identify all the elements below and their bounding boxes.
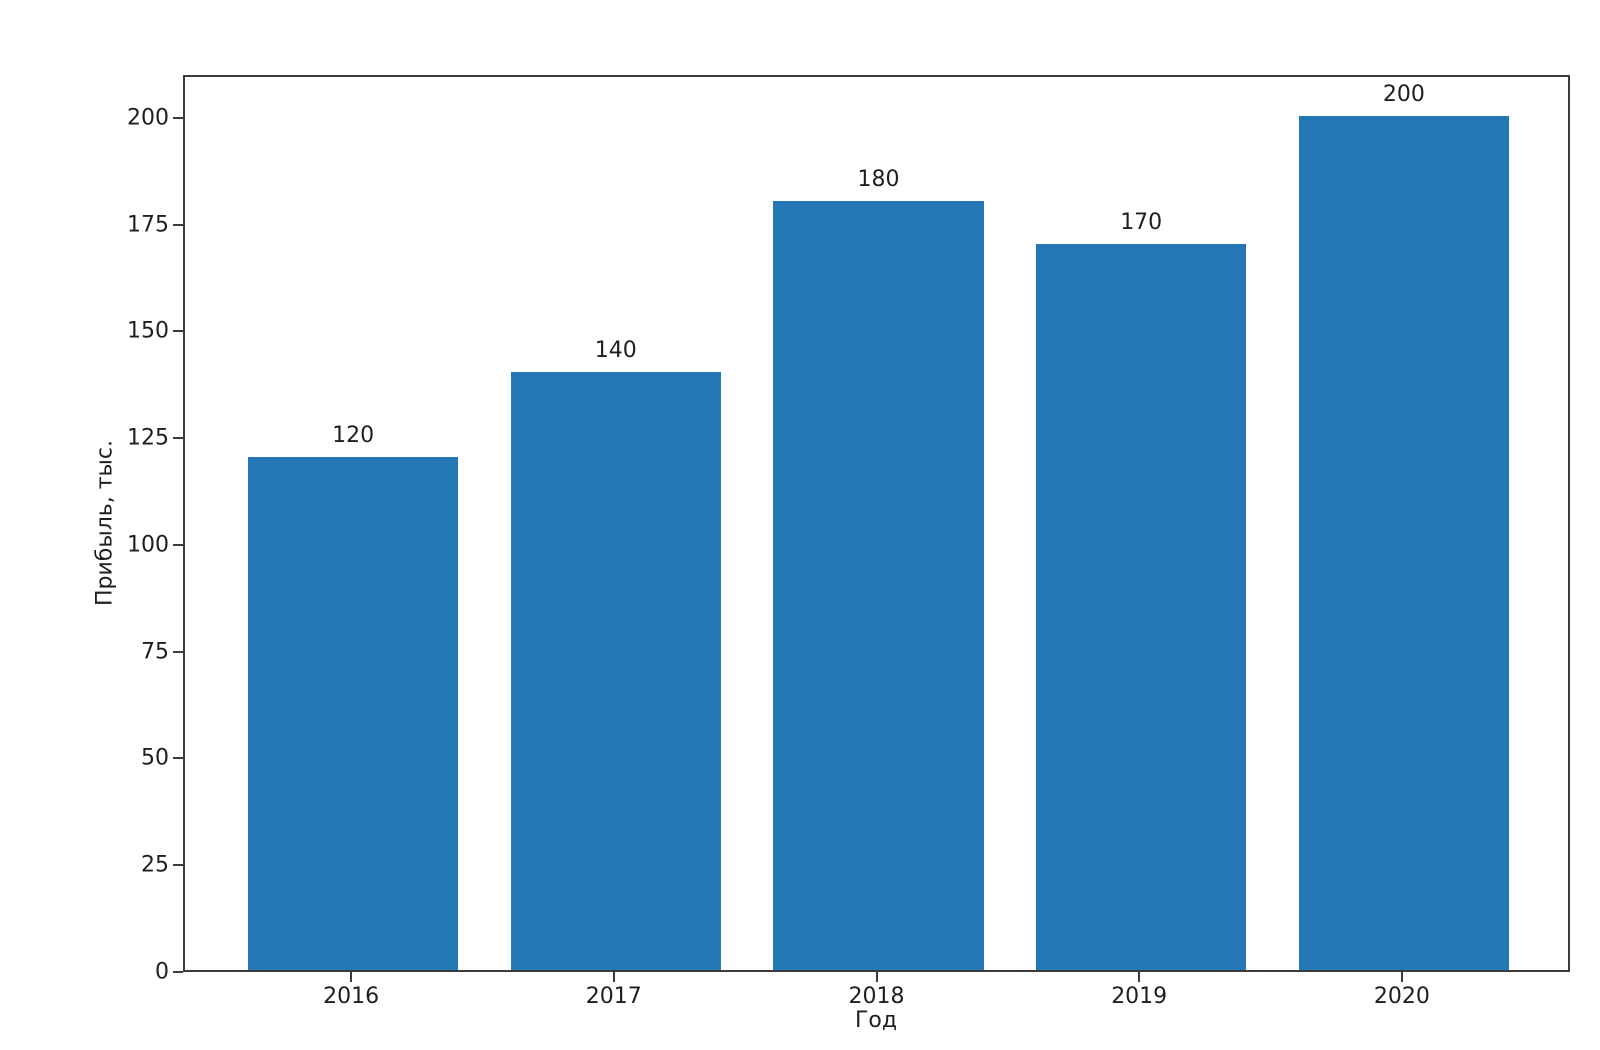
bar-value-label: 170	[1120, 209, 1163, 235]
bar-value-label: 180	[857, 167, 900, 193]
y-tick-mark	[173, 437, 183, 440]
x-tick-label: 2019	[1111, 984, 1168, 1009]
x-axis-title: Год	[854, 1008, 898, 1033]
y-tick-label: 175	[127, 212, 169, 237]
y-tick-label: 150	[127, 318, 169, 344]
bar-value-label: 120	[332, 423, 375, 449]
y-tick-mark	[173, 330, 183, 333]
x-tick-label: 2017	[585, 984, 642, 1009]
y-tick-label: 25	[141, 852, 169, 878]
bar-2019	[1036, 243, 1247, 970]
x-tick-mark	[875, 972, 878, 982]
y-tick-mark	[173, 116, 183, 119]
y-tick-label: 75	[141, 639, 169, 665]
y-tick-mark	[173, 223, 183, 226]
y-tick-label: 100	[127, 532, 169, 558]
bars-layer: 120 140 180 170 200	[185, 77, 1568, 970]
y-tick-mark	[173, 971, 183, 973]
y-tick-mark	[173, 650, 183, 653]
y-tick-mark	[173, 543, 183, 546]
x-tick-label: 2016	[323, 984, 380, 1009]
x-tick-mark	[350, 972, 353, 982]
y-tick-label: 125	[127, 425, 169, 451]
x-tick-mark	[1400, 972, 1403, 982]
y-tick-mark	[173, 757, 183, 760]
plot-area: 120 140 180 170 200	[183, 75, 1570, 972]
bar-value-label: 140	[594, 338, 637, 363]
bar-2018	[773, 201, 984, 970]
bar-2020	[1298, 115, 1509, 970]
x-tick-label: 2020	[1373, 984, 1430, 1009]
x-tick-label: 2018	[848, 984, 905, 1009]
y-axis-title: Прибыль, тыс.	[92, 439, 118, 607]
y-tick-label: 50	[141, 745, 169, 771]
y-tick-mark	[173, 864, 183, 867]
bar-2017	[510, 372, 721, 970]
y-tick-label: 200	[127, 105, 169, 131]
bar-value-label: 200	[1382, 81, 1425, 107]
y-tick-label: 0	[155, 959, 169, 985]
x-tick-mark	[612, 972, 615, 982]
bar-2016	[248, 457, 459, 970]
x-tick-mark	[1138, 972, 1141, 982]
